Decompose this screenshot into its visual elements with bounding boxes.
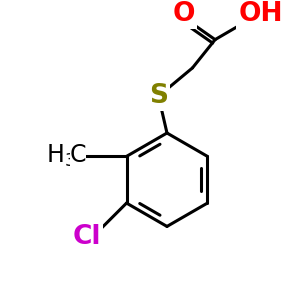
Text: C: C [70,143,86,167]
Text: S: S [149,83,168,109]
Text: OH: OH [238,1,283,27]
Text: O: O [173,1,195,27]
Text: 3: 3 [64,152,76,170]
Text: H: H [46,143,64,167]
Text: Cl: Cl [73,224,101,250]
